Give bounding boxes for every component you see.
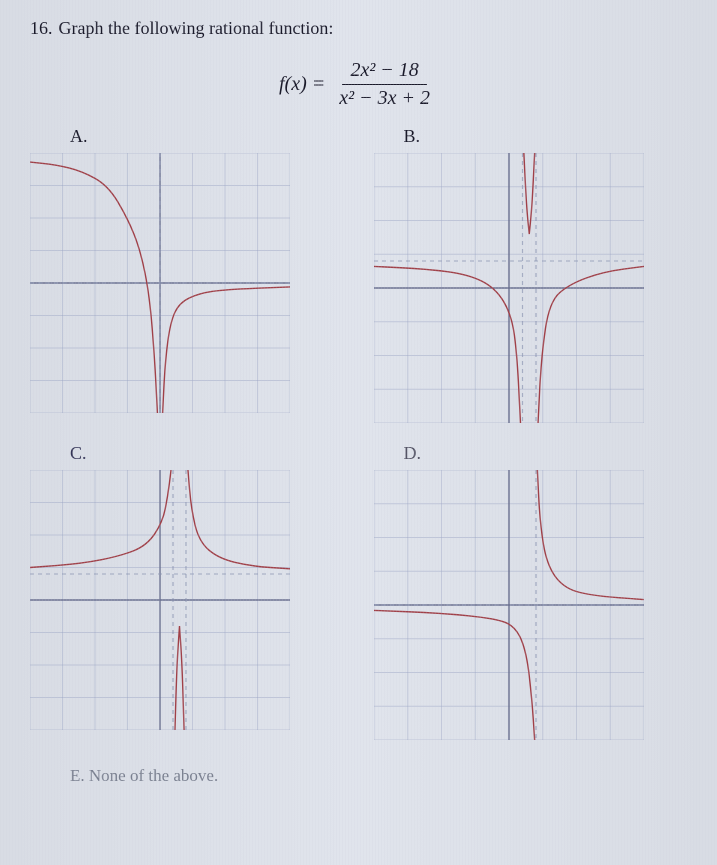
equation: f(x) = 2x² − 18 x² − 3x + 2 — [30, 59, 687, 110]
choice-a-label: A. — [70, 126, 344, 147]
choice-a-graph — [30, 153, 344, 413]
equation-fraction: 2x² − 18 x² − 3x + 2 — [331, 59, 438, 110]
choice-d-label: D. — [404, 443, 688, 464]
choice-b-graph — [374, 153, 688, 423]
choice-b-label: B. — [404, 126, 688, 147]
question-prompt: Graph the following rational function: — [59, 18, 334, 39]
choice-a: A. — [30, 126, 344, 423]
equation-numerator: 2x² − 18 — [342, 59, 426, 85]
choice-c-label: C. — [70, 443, 344, 464]
choice-c: C. — [30, 443, 344, 740]
choice-e-label: E. None of the above. — [70, 766, 687, 786]
choice-d: D. — [374, 443, 688, 740]
equation-denominator: x² − 3x + 2 — [331, 85, 438, 110]
choices-grid: A. B. C. D. — [30, 126, 687, 740]
equation-lhs: f(x) = — [279, 73, 325, 96]
choice-c-graph — [30, 470, 344, 730]
choice-b: B. — [374, 126, 688, 423]
choice-d-graph — [374, 470, 688, 740]
question-number: 16. — [30, 18, 53, 39]
